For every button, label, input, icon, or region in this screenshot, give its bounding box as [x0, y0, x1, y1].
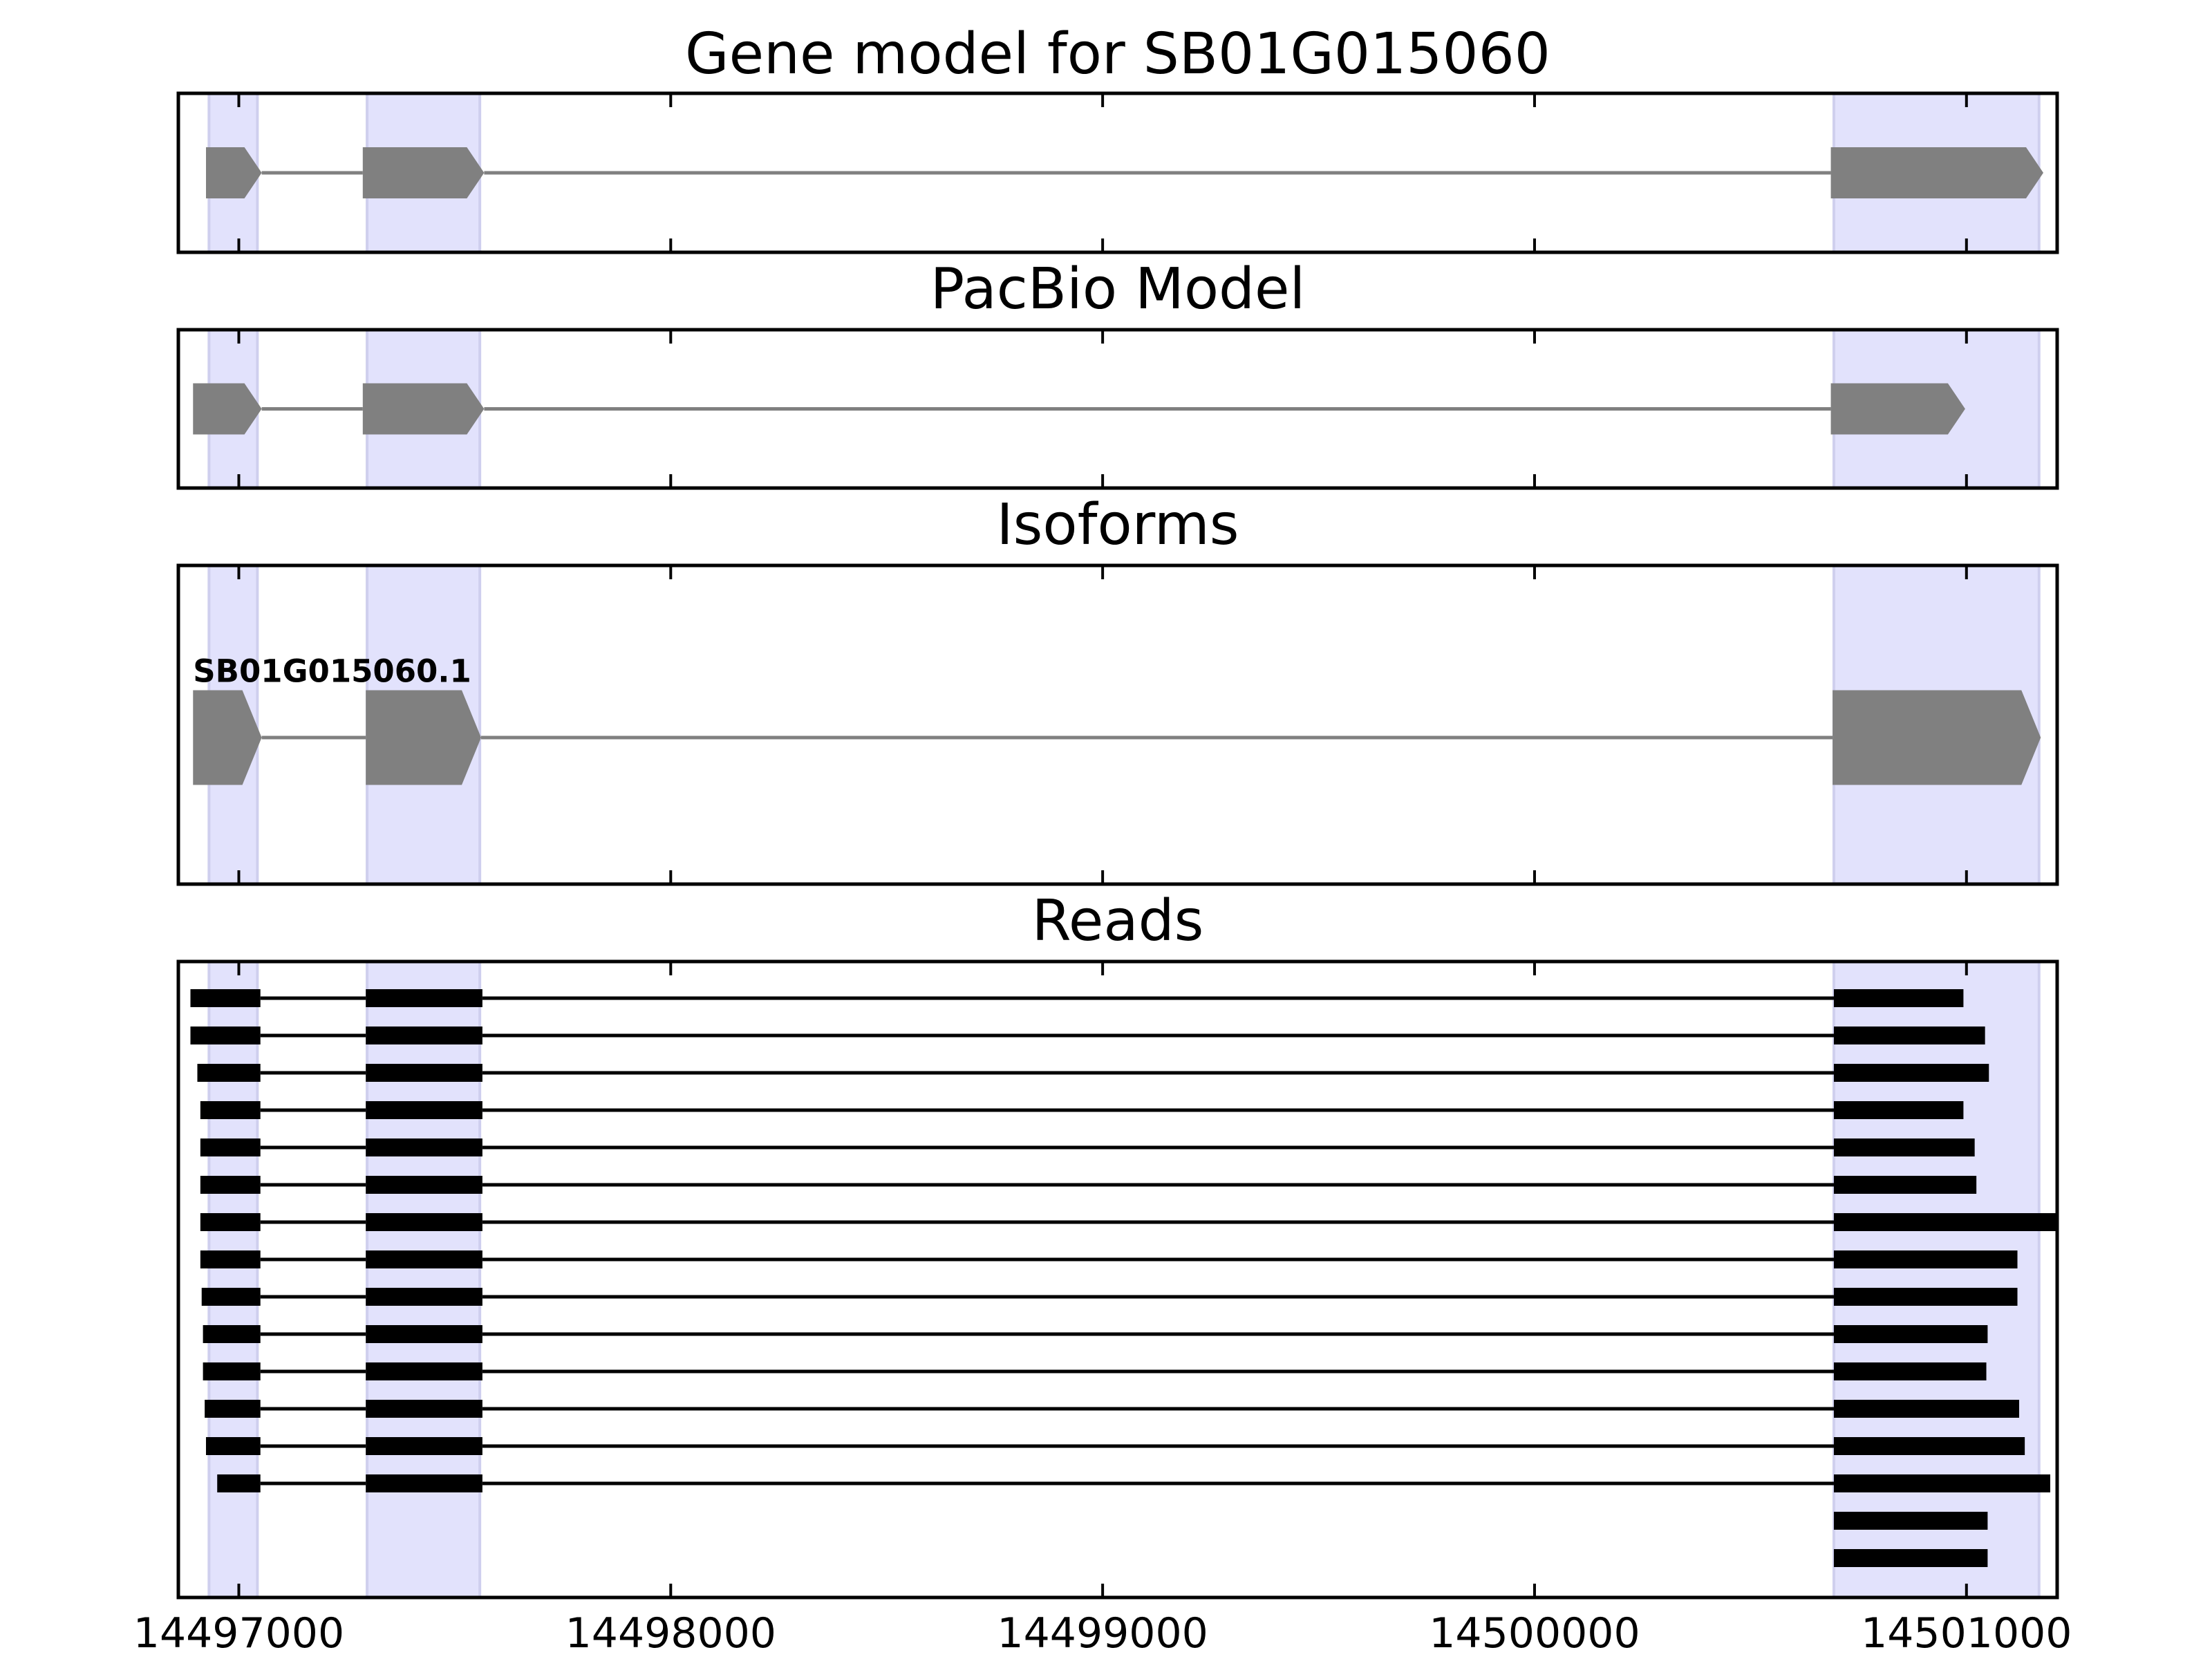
read-block [200, 1176, 261, 1194]
read-block [366, 1250, 482, 1268]
x-tick-label: 14498000 [565, 1609, 776, 1658]
read-block [1833, 1213, 2056, 1231]
exon-highlight [366, 960, 482, 1599]
read-block [1833, 1437, 2025, 1455]
read-block [366, 1474, 482, 1492]
read-block [366, 1138, 482, 1156]
read-block [200, 1213, 261, 1231]
read-block [366, 1437, 482, 1455]
read-block [190, 1027, 261, 1044]
read-block [1833, 1138, 1975, 1156]
panel-title: Gene model for SB01G015060 [685, 21, 1550, 87]
panel-title: PacBio Model [930, 256, 1306, 322]
read-block [366, 1325, 482, 1343]
x-tick-label: 14497000 [133, 1609, 344, 1658]
read-block [366, 1400, 482, 1418]
read-block [366, 1213, 482, 1231]
exon [362, 147, 485, 198]
panel-title: Isoforms [997, 492, 1239, 558]
read-block [1833, 1288, 2018, 1306]
read-block [366, 1101, 482, 1119]
x-tick-label: 14499000 [997, 1609, 1208, 1658]
panel-frame [176, 91, 2059, 254]
read-block [366, 1176, 482, 1194]
read-block [200, 1101, 261, 1119]
exon [193, 383, 262, 435]
read-block [1833, 1512, 1988, 1530]
read-block [1833, 1027, 1985, 1044]
read-block [1833, 1176, 1977, 1194]
read-block [1833, 989, 1964, 1007]
read-block [1833, 1101, 1964, 1119]
read-block [1833, 1250, 2018, 1268]
read-block [1833, 1325, 1988, 1343]
exon-highlight [1832, 960, 2041, 1599]
read-block [203, 1325, 261, 1343]
read-block [205, 1437, 261, 1455]
isoform-label: SB01G015060.1 [193, 653, 471, 689]
read-block [366, 989, 482, 1007]
read-block [205, 1400, 261, 1418]
read-block [366, 1288, 482, 1306]
panel-title: Reads [1032, 888, 1204, 954]
read-block [1833, 1474, 2051, 1492]
read-block [217, 1474, 261, 1492]
panel-frame [176, 563, 2059, 886]
read-block [1833, 1362, 1987, 1380]
exon-highlight [207, 960, 259, 1599]
exon [1833, 690, 2041, 785]
read-block [190, 989, 261, 1007]
exon [193, 690, 262, 785]
read-block [1833, 1400, 2020, 1418]
read-block [366, 1027, 482, 1044]
panel-frame [176, 328, 2059, 490]
read-block [200, 1250, 261, 1268]
read-block [197, 1064, 261, 1082]
panel-frame [176, 959, 2059, 1600]
read-block [366, 1064, 482, 1082]
read-block [201, 1288, 261, 1306]
exon [362, 383, 485, 435]
read-block [366, 1362, 482, 1380]
x-tick-label: 14501000 [1861, 1609, 2072, 1658]
exon [205, 147, 262, 198]
read-block [1833, 1549, 1988, 1567]
exon [1830, 383, 1965, 435]
read-block [1833, 1064, 1989, 1082]
x-tick-label: 14500000 [1429, 1609, 1640, 1658]
exon [1830, 147, 2044, 198]
read-block [200, 1138, 261, 1156]
exon [366, 690, 482, 785]
read-block [203, 1362, 261, 1380]
